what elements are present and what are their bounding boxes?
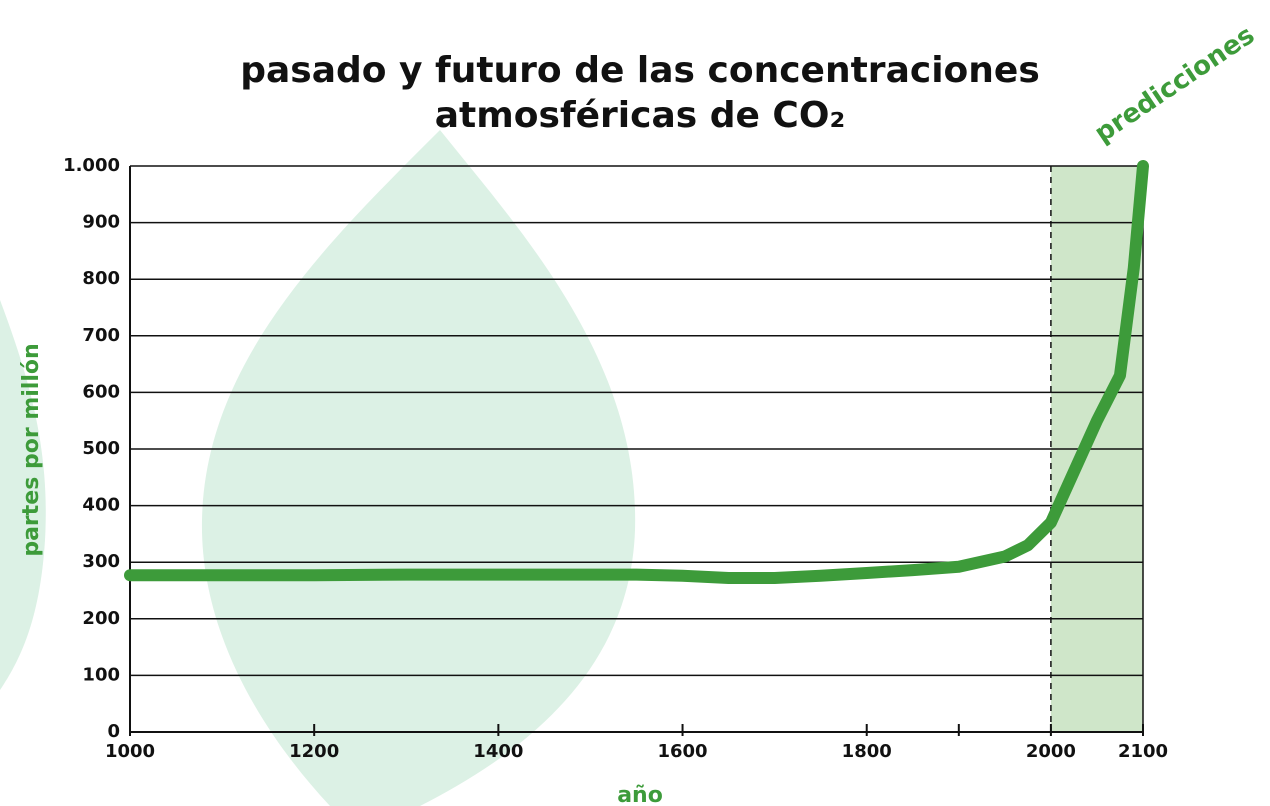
x-tick-label: 1800: [842, 741, 892, 762]
y-tick-label: 100: [82, 664, 120, 685]
x-axis-label: año: [617, 783, 663, 806]
x-tick-label: 1600: [657, 741, 707, 762]
leaf-decoration: [0, 300, 46, 690]
y-tick-label: 200: [82, 608, 120, 629]
y-tick-label: 300: [82, 551, 120, 572]
y-tick-label: 0: [107, 721, 120, 742]
y-tick-label: 400: [82, 495, 120, 516]
x-tick-label: 1400: [473, 741, 523, 762]
data-line: [124, 160, 1149, 585]
x-tick-label: 2100: [1118, 741, 1168, 762]
x-tick-label: 2000: [1026, 741, 1076, 762]
x-tick-label: 1200: [289, 741, 339, 762]
y-axis-label: partes por millón: [19, 343, 44, 556]
annotation: predicciones: [1089, 20, 1260, 149]
y-tick-label: 1.000: [63, 155, 120, 176]
y-tick-label: 800: [82, 268, 120, 289]
y-tick-label: 700: [82, 325, 120, 346]
y-tick-label: 600: [82, 381, 120, 402]
y-tick-label: 500: [82, 438, 120, 459]
chart-title: atmosféricas de CO₂: [435, 95, 845, 136]
x-tick-label: 1000: [105, 741, 155, 762]
leaf-decoration: [201, 130, 636, 806]
y-tick-label: 900: [82, 212, 120, 233]
chart-title: pasado y futuro de las concentraciones: [240, 50, 1040, 91]
